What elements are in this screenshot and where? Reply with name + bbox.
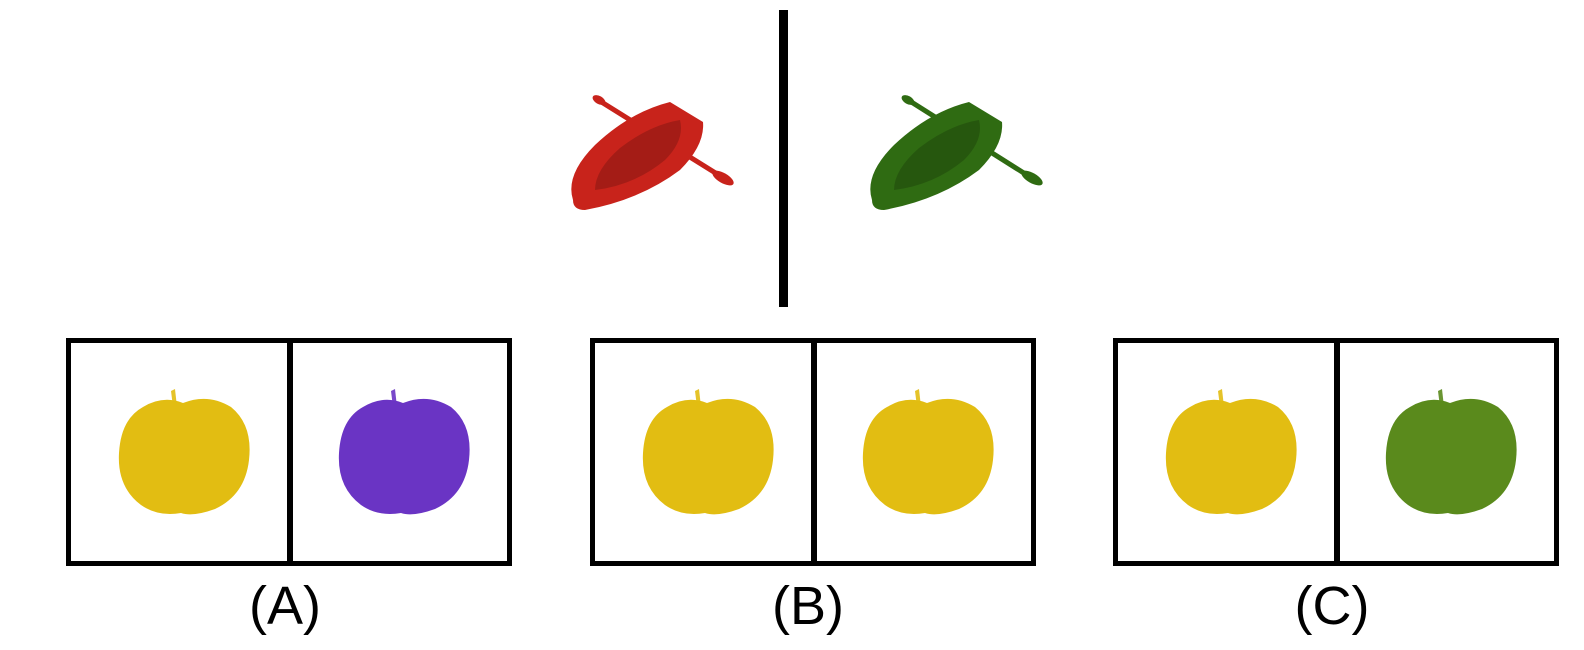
apple-shape xyxy=(862,389,994,515)
option-b-divider xyxy=(811,343,817,561)
option-c-divider xyxy=(1334,343,1340,561)
apple-shape xyxy=(1385,389,1517,515)
green-rowboat-drawing xyxy=(870,95,1043,210)
option-c-box[interactable] xyxy=(1113,338,1559,566)
option-a-box[interactable] xyxy=(66,338,512,566)
prompt-divider xyxy=(779,10,788,307)
red-rowboat-drawing xyxy=(571,95,734,210)
apple-shape xyxy=(118,389,250,515)
option-b-box[interactable] xyxy=(590,338,1036,566)
apple-shape xyxy=(1165,389,1297,515)
apple-shape xyxy=(642,389,774,515)
apple-shape xyxy=(338,389,470,515)
yellow-apple-icon xyxy=(857,385,997,517)
red-rowboat-icon xyxy=(555,90,755,230)
option-a-label: (A) xyxy=(249,576,321,636)
option-a-divider xyxy=(287,343,293,561)
green-rowboat-icon xyxy=(860,90,1060,230)
purple-apple-icon xyxy=(333,385,473,517)
yellow-apple-icon xyxy=(1160,385,1300,517)
green-apple-icon xyxy=(1380,385,1520,517)
option-b-label: (B) xyxy=(772,576,844,636)
yellow-apple-icon xyxy=(113,385,253,517)
yellow-apple-icon xyxy=(637,385,777,517)
option-c-label: (C) xyxy=(1294,576,1370,636)
